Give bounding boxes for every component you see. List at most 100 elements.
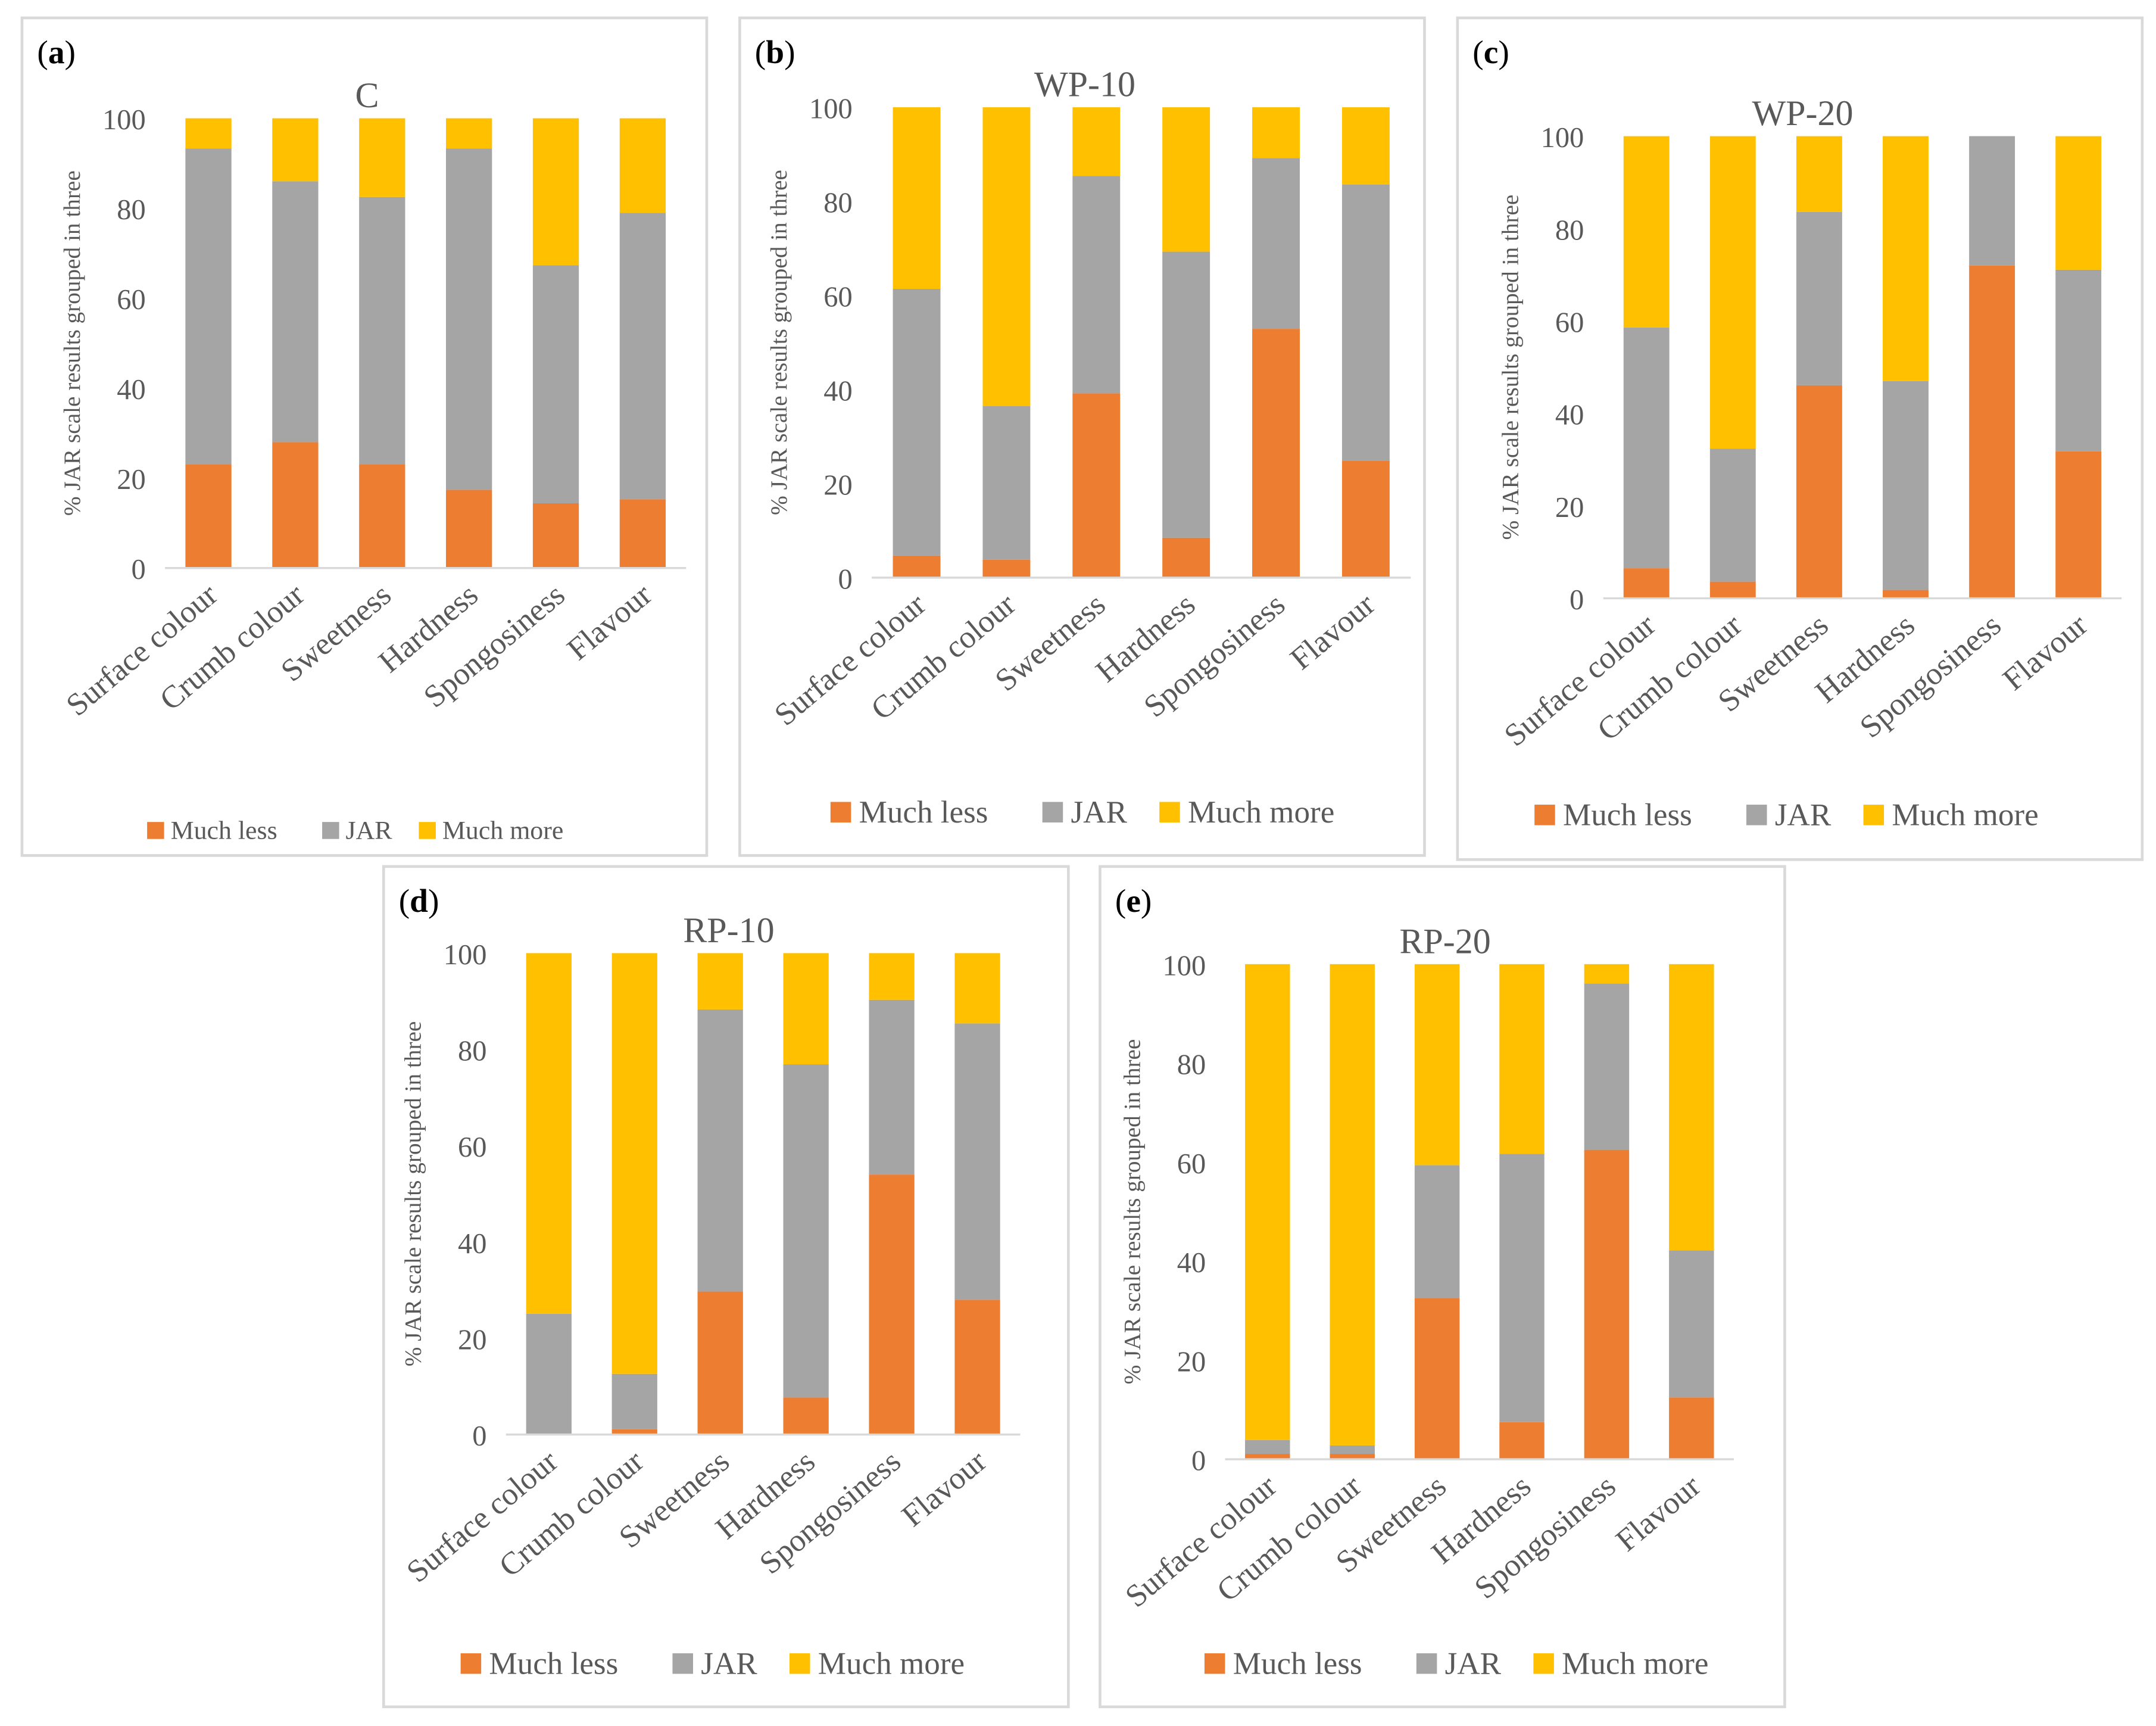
bar-much-less — [272, 442, 319, 568]
bar-jar — [954, 1023, 1000, 1300]
legend-swatch — [1042, 802, 1063, 823]
y-tick-label: 20 — [458, 1324, 486, 1356]
chart-title: C — [355, 75, 379, 115]
chart-svg: C % JAR scale results grouped in three 0 20… — [60, 75, 687, 845]
y-tick-label: 40 — [823, 375, 852, 407]
bar-much-more — [1623, 136, 1670, 328]
bar-much-more — [272, 118, 319, 182]
chart-title: RP-20 — [1399, 921, 1490, 961]
bar-jar — [1245, 1440, 1290, 1454]
bar-jar — [1499, 1154, 1545, 1422]
panel-d: (d) RP-10 % JAR scale results grouped in … — [382, 865, 1070, 1709]
legend-label: JAR — [1775, 798, 1831, 833]
panel-e: (e) RP-20 % JAR scale results grouped in … — [1099, 865, 1786, 1709]
bar-much-more — [2055, 136, 2102, 270]
bar-much-less — [1252, 329, 1300, 578]
x-tick-label: Surface colour — [60, 577, 224, 723]
y-tick-label: 100 — [1541, 122, 1584, 154]
x-tick-label: Flavour — [561, 577, 659, 667]
bar-much-less — [954, 1300, 1000, 1435]
x-tick-label: Surface colour — [768, 587, 932, 733]
legend-swatch — [1863, 805, 1884, 825]
x-tick-label: Flavour — [1609, 1469, 1707, 1559]
x-tick-label: Flavour — [896, 1444, 993, 1534]
bar-much-less — [982, 559, 1031, 578]
y-tick-label: 40 — [1177, 1247, 1206, 1279]
y-tick-label: 40 — [1555, 400, 1584, 431]
y-axis-label: % JAR scale results grouped in three — [1119, 1039, 1145, 1385]
bar-jar — [697, 1009, 743, 1292]
panel-a: (a) C % JAR scale results grouped in thre… — [20, 16, 709, 857]
bar-much-more — [1584, 964, 1630, 984]
bar-much-more — [532, 118, 579, 266]
legend-swatch — [790, 1653, 810, 1674]
y-tick-label: 100 — [102, 104, 146, 136]
legend-label: JAR — [346, 817, 393, 845]
bar-much-more — [869, 953, 915, 1000]
legend-label: Much more — [818, 1646, 965, 1681]
bar-much-less — [1883, 590, 1929, 599]
panel-c: (c) WP-20 % JAR scale results grouped in … — [1456, 16, 2144, 861]
bar-jar — [1330, 1445, 1375, 1454]
legend-swatch — [147, 822, 164, 839]
panel-b: (b) WP-10 % JAR scale results grouped in … — [738, 16, 1426, 857]
bar-much-less — [869, 1174, 915, 1435]
bar-much-less — [185, 464, 232, 568]
bar-much-more — [359, 118, 405, 197]
bar-much-less — [1709, 581, 1756, 599]
bar-much-more — [1330, 964, 1375, 1445]
bar-jar — [526, 1313, 572, 1435]
y-tick-label: 100 — [809, 94, 853, 125]
bar-jar — [1252, 158, 1300, 329]
y-tick-label: 60 — [823, 282, 852, 313]
bar-much-less — [532, 503, 579, 568]
bar-much-more — [619, 118, 666, 213]
bar-much-more — [185, 118, 232, 149]
bar-much-less — [2055, 451, 2102, 599]
bar-much-more — [526, 953, 572, 1314]
bar-much-more — [611, 953, 657, 1374]
y-tick-label: 60 — [1555, 307, 1584, 338]
chart-svg: RP-20 % JAR scale results grouped in thre… — [1119, 921, 1734, 1681]
legend-swatch — [1416, 1653, 1437, 1674]
x-tick-label: Flavour — [1996, 607, 2094, 697]
bar-much-less — [1341, 460, 1390, 578]
legend-label: JAR — [1071, 795, 1127, 830]
bar-much-less — [1969, 265, 2015, 599]
x-tick-label: Crumb colour — [1210, 1469, 1368, 1609]
y-tick-label: 80 — [823, 188, 852, 219]
bar-jar — [2055, 269, 2102, 451]
bar-jar — [783, 1064, 829, 1398]
y-axis-label: % JAR scale results grouped in three — [401, 1021, 426, 1367]
y-tick-label: 80 — [458, 1035, 486, 1067]
bar-much-less — [1623, 568, 1670, 599]
legend-label: Much more — [1188, 795, 1334, 830]
bar-jar — [272, 181, 319, 443]
y-tick-label: 60 — [458, 1132, 486, 1163]
bar-jar — [619, 213, 666, 500]
bar-jar — [1796, 211, 1842, 385]
x-tick-label: Surface colour — [1498, 607, 1662, 753]
bar-much-less — [783, 1397, 829, 1435]
y-tick-label: 20 — [823, 469, 852, 501]
chart-title: RP-10 — [683, 910, 774, 950]
y-tick-label: 0 — [132, 554, 146, 585]
legend-label: JAR — [701, 1646, 757, 1681]
y-tick-label: 20 — [1555, 492, 1584, 524]
legend-label: Much more — [1562, 1646, 1708, 1681]
panel-label: (d) — [398, 884, 439, 920]
bar-jar — [1162, 251, 1210, 538]
y-tick-label: 20 — [117, 464, 145, 496]
bar-jar — [1669, 1250, 1714, 1398]
legend-label: Much more — [442, 817, 563, 845]
bar-jar — [893, 288, 941, 556]
y-tick-label: 60 — [117, 284, 145, 316]
y-tick-label: 0 — [838, 563, 853, 595]
bar-jar — [1584, 983, 1630, 1150]
y-tick-label: 60 — [1177, 1148, 1206, 1180]
bar-much-less — [1245, 1454, 1290, 1460]
y-tick-label: 80 — [1177, 1049, 1206, 1081]
legend-label: Much more — [1892, 798, 2038, 833]
x-tick-label: Flavour — [1284, 587, 1381, 677]
